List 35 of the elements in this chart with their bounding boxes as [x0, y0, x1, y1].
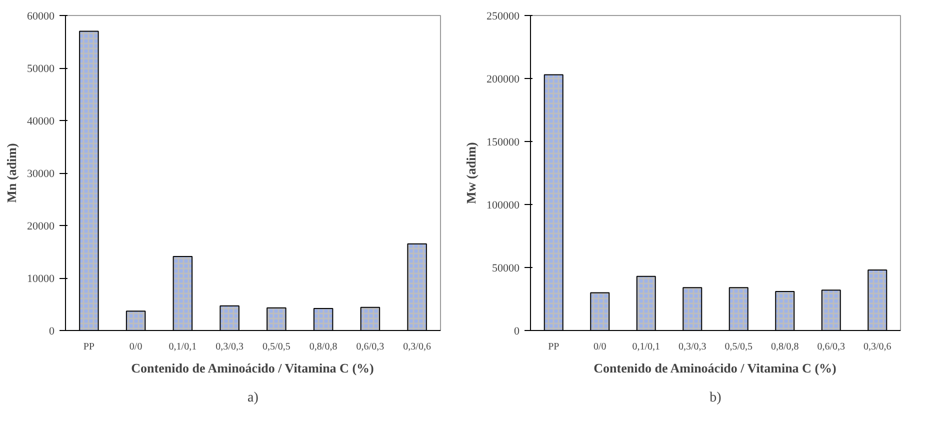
- y-tick-label: 0: [514, 326, 520, 338]
- y-tick-label: 200000: [486, 74, 520, 86]
- y-tick-label: 60000: [27, 10, 55, 22]
- x-axis-title: Contenido de Aminoácido / Vitamina C (%): [131, 360, 374, 376]
- x-tick-label: 0,5/0,5: [262, 342, 290, 352]
- y-tick-label: 0: [49, 326, 55, 338]
- x-tick-label: 0/0: [129, 342, 142, 352]
- y-tick-label: 10000: [27, 273, 55, 285]
- x-tick-label: 0,6/0,3: [817, 342, 846, 352]
- y-tick-label: 30000: [27, 168, 55, 180]
- x-tick-label: PP: [83, 342, 95, 352]
- text: a): [248, 390, 259, 406]
- x-tick-label: 0,3/0,6: [863, 342, 892, 352]
- x-tick-label: 0,5/0,5: [724, 342, 753, 352]
- text: b): [710, 390, 722, 406]
- x-tick-label: 0,3/0,6: [403, 342, 431, 352]
- x-tick-label: 0,3/0,3: [216, 342, 244, 352]
- y-tick-label: 150000: [486, 136, 520, 148]
- y-axis-title: Mw (adim): [464, 142, 478, 204]
- x-tick-label: 0,1/0,1: [168, 342, 197, 352]
- y-axis-title: Mn (adim): [4, 143, 19, 203]
- y-tick-label: 50000: [492, 262, 520, 274]
- x-tick-label: PP: [548, 342, 560, 352]
- x-tick-label: 0,1/0,1: [632, 342, 660, 352]
- x-axis-title: Contenido de Aminoácido / Vitamina C (%): [594, 360, 836, 376]
- y-tick-label: 40000: [27, 116, 55, 128]
- y-tick-label: 250000: [486, 10, 520, 22]
- x-tick-label: 0,8/0,8: [770, 342, 799, 352]
- y-tick-label: 20000: [27, 220, 55, 232]
- x-tick-label: 0,8/0,8: [309, 342, 338, 352]
- x-tick-label: 0,3/0,3: [678, 342, 706, 352]
- x-tick-label: 0,6/0,3: [356, 342, 384, 352]
- y-tick-label: 50000: [27, 63, 55, 75]
- y-tick-label: 100000: [486, 200, 520, 212]
- x-tick-label: 0/0: [593, 342, 606, 352]
